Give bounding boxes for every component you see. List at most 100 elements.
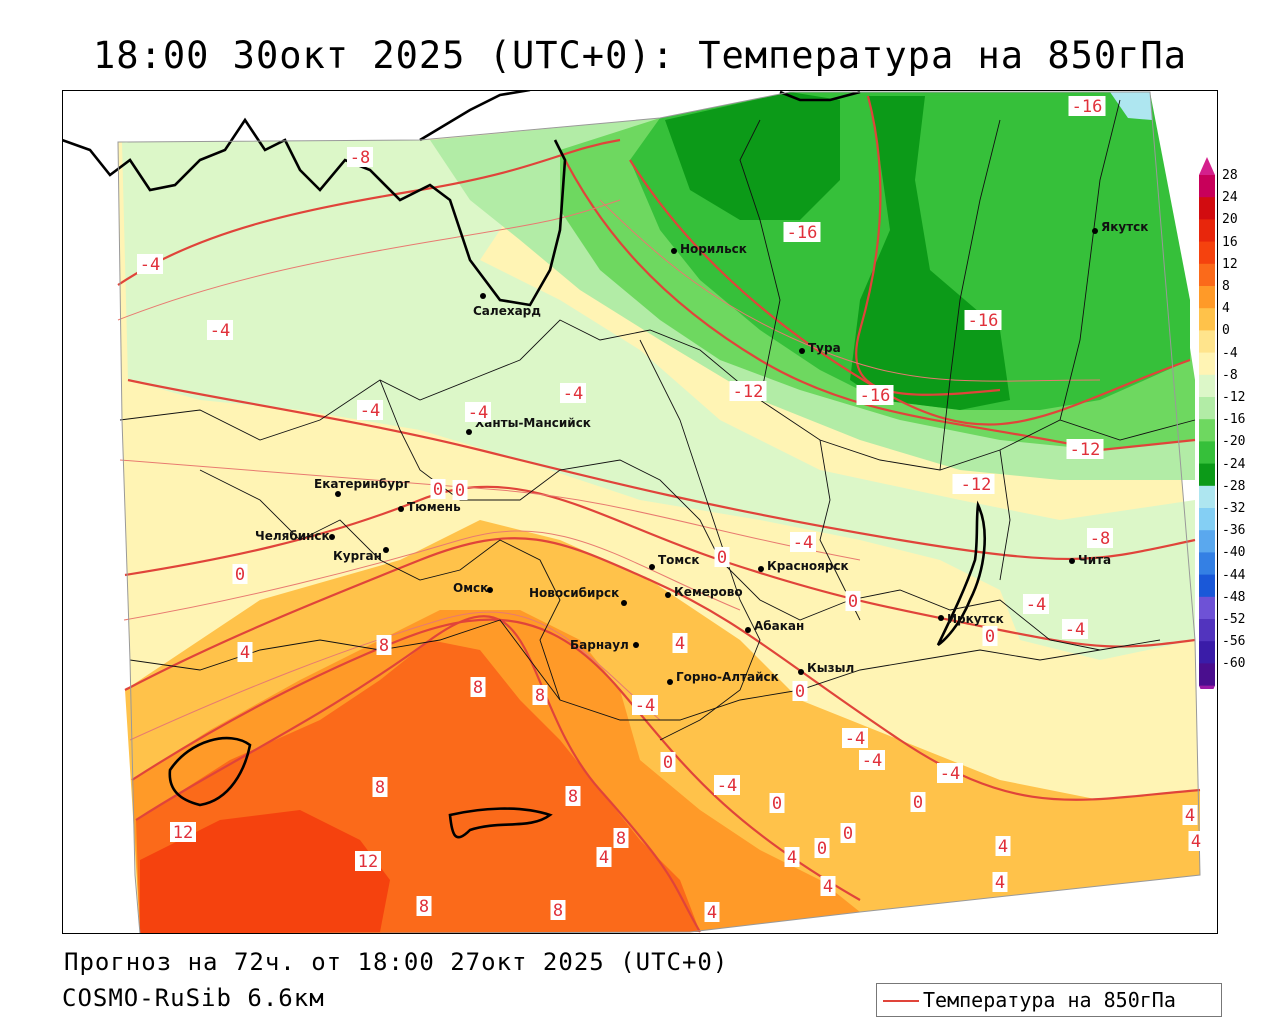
svg-text:Якутск: Якутск — [1101, 220, 1148, 234]
colorbar-tick-label: -56 — [1222, 634, 1246, 650]
isotherm-value-label: 0 — [660, 752, 676, 773]
colorbar-tick-label: -8 — [1222, 367, 1238, 383]
colorbar-tick-label: -12 — [1222, 390, 1246, 405]
svg-text:Салехард: Салехард — [473, 304, 541, 318]
isotherm-value-label: 0 — [769, 793, 785, 814]
svg-text:Ханты-Мансийск: Ханты-Мансийск — [475, 416, 591, 430]
svg-text:Екатеринбург: Екатеринбург — [314, 477, 410, 491]
svg-text:-4: -4 — [140, 255, 160, 275]
isotherm-lines-thin — [117, 199, 1101, 741]
svg-text:-16: -16 — [1072, 97, 1103, 117]
colorbar-tick-label: 20 — [1222, 212, 1238, 228]
isotherm-value-label: 0 — [840, 823, 856, 844]
city-tomsk: Томск — [649, 553, 700, 570]
isotherm-value-label: -4 — [137, 254, 163, 275]
svg-text:-4: -4 — [717, 776, 737, 796]
isotherm-value-label: -16 — [783, 222, 821, 243]
svg-text:12: 12 — [358, 852, 378, 872]
svg-text:-4: -4 — [862, 751, 882, 771]
svg-text:-4: -4 — [468, 403, 488, 423]
isotherm-value-label: 0 — [430, 479, 446, 500]
colorbar-tick-label: 4 — [1222, 301, 1230, 317]
svg-text:0: 0 — [772, 794, 782, 814]
colorbar-swatch — [1199, 241, 1215, 265]
colorbar-swatch — [1199, 441, 1215, 465]
city-norilsk: Норильск — [671, 242, 747, 256]
colorbar-tick-label: -60 — [1222, 656, 1246, 672]
colorbar-tick-label: -40 — [1222, 545, 1246, 561]
svg-text:Тура: Тура — [808, 341, 841, 355]
svg-text:-4: -4 — [635, 696, 655, 716]
isotherm-value-label: 0 — [232, 564, 248, 585]
svg-text:-16: -16 — [968, 311, 999, 331]
city-barnaul: Барнаул — [570, 638, 639, 652]
isotherm-value-label: 0 — [910, 792, 926, 813]
svg-text:Курган: Курган — [333, 549, 382, 563]
isotherm-value-label: 0 — [452, 480, 468, 501]
svg-text:-4: -4 — [360, 401, 380, 421]
isotherm-value-label: 0 — [982, 626, 998, 647]
city-krasnoyarsk: Красноярск — [758, 559, 849, 573]
city-ekaterinburg: Екатеринбург — [314, 477, 410, 497]
svg-text:4: 4 — [1191, 832, 1201, 852]
svg-text:8: 8 — [535, 686, 545, 706]
svg-text:Красноярск: Красноярск — [767, 559, 849, 573]
svg-text:-8: -8 — [350, 148, 370, 168]
colorbar-swatch — [1199, 175, 1215, 198]
colorbar-swatch — [1199, 308, 1215, 331]
svg-text:Барнаул: Барнаул — [570, 638, 629, 652]
city-salekhard: Салехард — [473, 293, 541, 318]
svg-text:-16: -16 — [860, 386, 891, 406]
svg-text:4: 4 — [998, 837, 1008, 857]
svg-text:Кемерово: Кемерово — [674, 585, 743, 599]
zone-cool-neg20-core — [850, 96, 1010, 410]
admin-borders — [119, 99, 1196, 741]
isotherm-value-label: -4 — [560, 383, 586, 404]
isotherm-value-label: 8 — [416, 896, 432, 917]
isotherm-value-label: 12 — [170, 822, 196, 843]
svg-text:Новосибирск: Новосибирск — [529, 586, 619, 600]
svg-text:0: 0 — [795, 682, 805, 702]
colorbar-swatch — [1199, 574, 1215, 598]
legend-line-swatch — [883, 1000, 919, 1002]
model-name: COSMO-RuSib 6.6км — [62, 984, 325, 1012]
svg-text:Кызыл: Кызыл — [807, 661, 854, 675]
colorbar-swatch — [1199, 552, 1215, 576]
isotherm-value-label: 0 — [792, 681, 808, 702]
colorbar-swatch — [1199, 619, 1215, 642]
city-layer: Якутск Норильск Салехард Тура Ханты-Манс… — [255, 220, 1148, 685]
svg-text:8: 8 — [568, 787, 578, 807]
zone-warm-16 — [140, 810, 390, 934]
colorbar-tick-label: -4 — [1222, 345, 1238, 361]
colorbar-tick-label: 16 — [1222, 234, 1238, 250]
svg-text:0: 0 — [848, 592, 858, 612]
isotherm-value-label: 0 — [845, 591, 861, 612]
svg-text:Горно-Алтайск: Горно-Алтайск — [676, 670, 779, 684]
isotherm-value-label: -16 — [964, 310, 1002, 331]
colorbar-tick-label: -32 — [1222, 501, 1246, 516]
svg-text:0: 0 — [843, 824, 853, 844]
isotherm-value-label: -4 — [842, 728, 868, 749]
color-scale — [1199, 157, 1215, 689]
svg-text:-4: -4 — [845, 729, 865, 749]
colorbar-bottom-arrow — [1199, 685, 1215, 689]
svg-text:4: 4 — [787, 848, 797, 868]
svg-text:8: 8 — [616, 829, 626, 849]
isotherm-value-label: -12 — [729, 381, 767, 402]
svg-text:4: 4 — [823, 877, 833, 897]
colorbar-swatch — [1199, 374, 1215, 398]
page-title: 18:00 30окт 2025 (UTC+0): Температура на… — [93, 34, 1187, 77]
colorbar-tick-label: 28 — [1222, 168, 1238, 183]
colorbar-swatch — [1199, 641, 1215, 664]
isotherm-value-label: -8 — [347, 147, 373, 168]
svg-text:12: 12 — [173, 823, 193, 843]
svg-text:0: 0 — [433, 480, 443, 500]
isotherm-value-label: 8 — [613, 828, 629, 849]
svg-text:Тюмень: Тюмень — [407, 500, 461, 514]
isotherm-value-label: 4 — [1188, 831, 1204, 852]
isotherm-value-label: -4 — [357, 400, 383, 421]
zone-cool-neg20 — [665, 92, 840, 220]
colorbar-tick-label: -44 — [1222, 567, 1246, 583]
svg-text:8: 8 — [375, 778, 385, 798]
svg-text:-16: -16 — [787, 223, 818, 243]
